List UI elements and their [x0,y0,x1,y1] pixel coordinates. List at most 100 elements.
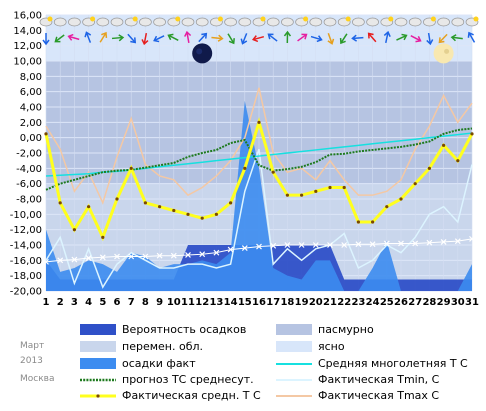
x-tick-label: 14 [224,297,238,308]
series-avg-fact-point [115,197,119,201]
cloud-icon [96,17,110,27]
y-tick-label: 0,00 [20,133,42,144]
weather-condition-icon [39,16,53,27]
weather-condition-icon [408,17,422,27]
weather-condition-icon [366,17,379,27]
legend-label: осадки факт [122,357,196,370]
wind-arrow-shaft [242,33,248,43]
meta-city: Москва [20,374,54,384]
x-axis: 1 2 3 4 5 6 7 8 9 10 11 12 13 14 15 16 17 18 19 20 21 22 23 24 2… [43,297,479,308]
legend-item: прогноз ТС среднесут. [80,373,254,386]
wind-arrow-head [339,37,346,45]
x-tick-label: 2 [57,297,64,308]
wind-direction-arrow-icon [438,33,448,44]
legend-swatch-point [96,394,100,398]
wind-direction-arrow-icon [211,34,224,42]
legend-label: прогноз ТС среднесут. [122,373,254,386]
series-tmin-marker [284,242,291,248]
wind-direction-arrow-icon [383,30,391,44]
legend-label: Фактическая средн. Т С [122,389,261,402]
series-avg-fact-point [427,166,431,170]
meta-month: Март [20,341,44,351]
full-moon-crater [444,48,450,54]
series-avg-fact-point [101,235,105,239]
x-tick-label: 27 [408,297,422,308]
wind-arrow-head [101,31,108,38]
x-tick-label: 20 [309,297,323,308]
x-tick-label: 24 [366,297,380,308]
series-tmin-marker [440,239,447,245]
y-tick-label: 12,00 [13,41,42,52]
cloud-icon [238,17,252,27]
wind-arrow-head [316,35,323,43]
wind-arrow-head [301,33,308,40]
series-tmin-marker [341,242,348,248]
cloud-icon [266,17,280,27]
wind-arrow-shaft [410,34,420,42]
legend-label: ясно [318,340,345,353]
wind-arrow-head [401,33,408,41]
series-tmin-marker [213,249,220,256]
wind-arrow-head [351,34,358,42]
y-tick-label: 16,00 [13,11,42,22]
series-tmin-marker [199,251,206,258]
x-tick-label: 5 [99,297,106,308]
cloud-icon [408,17,422,27]
weather-condition-icon [210,16,223,27]
legend-swatch [276,341,312,352]
series-avg-fact-point [172,208,176,213]
wind-direction-arrow-icon [198,32,208,43]
weather-condition-icon [352,17,365,27]
series-tmin-marker [312,242,319,248]
weather-condition-icon [139,17,152,27]
wind-arrow-head [153,35,160,43]
y-tick-label: 4,00 [20,103,42,114]
legend-swatch [80,324,116,335]
wind-arrow-head [327,38,335,45]
wind-direction-arrow-icon [426,32,434,46]
weather-condition-icon [82,16,96,27]
wind-arrow-head [450,34,457,42]
legend-swatch [276,324,312,335]
y-tick-label: 6,00 [20,87,42,98]
weather-condition-icon [110,17,124,27]
series-tmin-marker [99,254,106,261]
legend-item: Фактическая средн. Т С [80,389,261,402]
weather-condition-icon [337,16,351,27]
y-tick-label: -18,00 [10,271,42,282]
wind-arrow-shaft [310,35,321,41]
series-avg-fact-point [271,170,275,174]
sun-icon [345,16,351,22]
wind-arrow-shaft [368,33,377,43]
x-tick-label: 29 [437,297,451,308]
sun-icon [303,16,309,22]
series-avg-fact-point [72,228,76,232]
sun-icon [430,16,436,22]
wind-arrow-head [426,39,434,46]
series-tmin-marker [43,258,49,265]
series-avg-fact-point [200,216,204,220]
sun-icon [132,16,138,22]
cloud-icon [323,17,337,27]
wind-direction-arrow-icon [467,31,476,43]
cloud-icon [309,17,323,27]
wind-arrow-head [54,36,61,43]
x-tick-label: 30 [451,297,465,308]
x-tick-label: 18 [280,297,294,308]
x-tick-label: 22 [337,297,351,308]
sun-icon [388,16,394,22]
sun-icon [217,16,223,22]
x-tick-label: 23 [351,297,365,308]
wind-arrow-shaft [211,36,222,40]
y-axis: 16,00 14,00 12,00 10,00 8,00 6,00 4,00 2,00 0,00… [10,11,42,298]
wind-direction-arrow-icon [351,34,364,42]
x-tick-label: 17 [266,297,280,308]
wind-direction-arrow-icon [240,33,248,45]
series-avg-fact-point [385,205,389,209]
y-tick-label: 2,00 [20,118,42,129]
series-avg-fact-point [314,189,318,193]
x-tick-label: 21 [323,297,337,308]
wind-arrow-shaft [452,36,463,40]
y-tick-label: -14,00 [10,241,42,252]
weather-icons-row [39,16,479,46]
